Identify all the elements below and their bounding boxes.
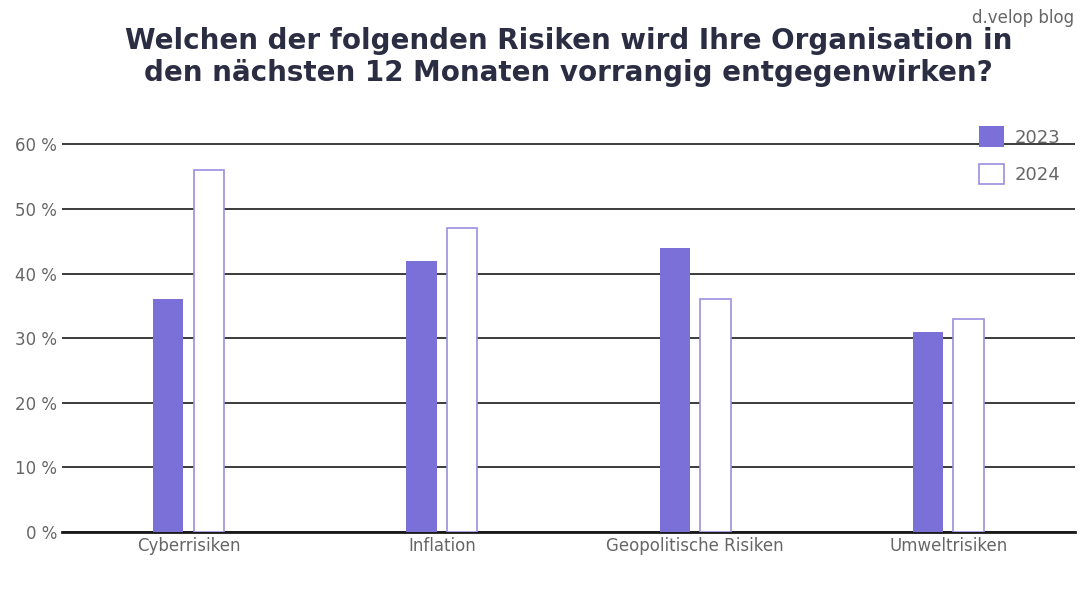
Title: Welchen der folgenden Risiken wird Ihre Organisation in
den nächsten 12 Monaten : Welchen der folgenden Risiken wird Ihre …	[124, 27, 1013, 88]
Bar	[407, 260, 437, 532]
Bar	[913, 332, 943, 532]
Text: d.velop blog: d.velop blog	[971, 9, 1074, 27]
Bar	[153, 299, 183, 532]
Bar	[659, 248, 690, 532]
Bar	[954, 319, 984, 532]
Bar	[700, 299, 730, 532]
Bar	[447, 229, 477, 532]
Bar	[194, 170, 223, 532]
Legend: 2023, 2024: 2023, 2024	[973, 121, 1066, 190]
